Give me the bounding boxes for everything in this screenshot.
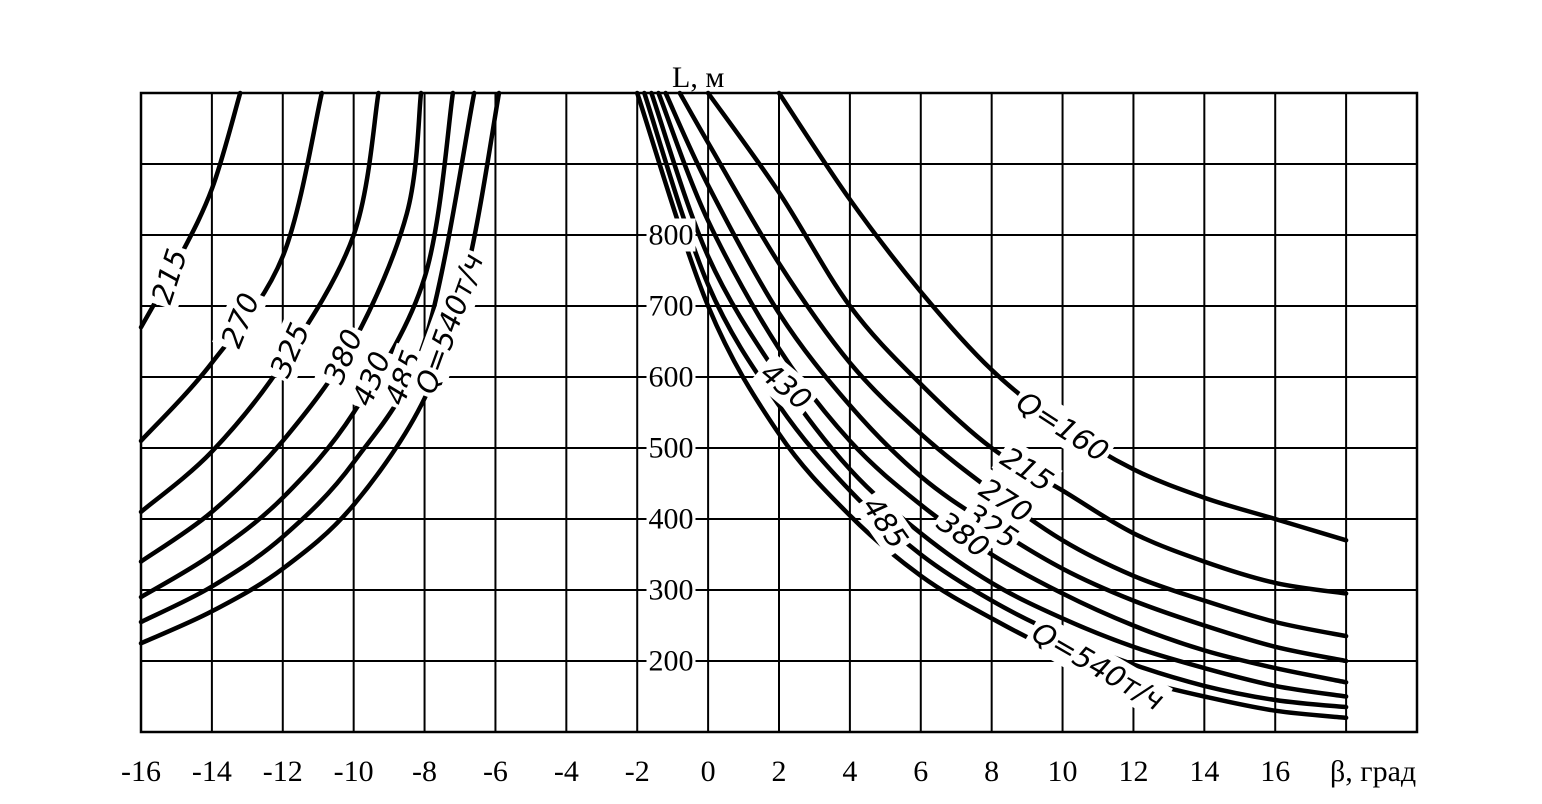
curve-label-bg	[927, 502, 999, 568]
x-tick-label: 2	[772, 755, 787, 788]
x-tick-label: -10	[334, 755, 374, 788]
y-tick-label-bg	[646, 573, 696, 607]
y-tick-labels: 200 300 400 500 600 700 800	[646, 218, 696, 678]
curve-label-bg	[852, 487, 918, 559]
x-tick-label: -16	[121, 755, 161, 788]
y-tick-label-bg	[646, 502, 696, 536]
y-tick-label: 400	[649, 503, 694, 536]
y-tick-label-bg	[646, 289, 696, 323]
curve-q-270-positive	[677, 90, 1349, 639]
x-tick-label: 16	[1260, 755, 1290, 788]
y-tick-label: 200	[649, 645, 694, 678]
curve-q-540-negative	[138, 90, 502, 646]
x-tick-label: -8	[412, 755, 437, 788]
curve-label: 215	[145, 245, 194, 308]
curve-label-bg	[956, 494, 1028, 559]
y-tick-label: 300	[649, 574, 694, 607]
curve-label-bg	[314, 321, 372, 392]
curve-label: 270	[214, 288, 266, 352]
x-tick-label: 12	[1118, 755, 1148, 788]
curve-q-540-positive	[634, 90, 1349, 721]
y-tick-label-bg	[646, 218, 696, 252]
x-tick-label: 4	[842, 755, 857, 788]
curves	[138, 90, 1349, 721]
x-tick-label: -2	[625, 755, 650, 788]
curve-q-485-positive	[642, 90, 1349, 710]
curve-label-bg	[142, 241, 196, 311]
y-tick-label-bg	[646, 360, 696, 394]
x-tick-labels: -16 -14 -12 -10 -8 -6 -4 -2 0 2 4 6 8 10 12 14 16	[121, 755, 1290, 788]
x-axis-label: β, град	[1330, 755, 1416, 788]
y-tick-label-bg	[646, 644, 696, 678]
curve-label-bg	[406, 246, 493, 402]
curve-label-bg	[751, 352, 822, 420]
y-tick-label: 800	[649, 219, 694, 252]
curve-label-bg	[1007, 382, 1118, 472]
y-tick-label-bg	[646, 431, 696, 465]
curve-label-bg	[970, 468, 1042, 533]
y-tick-label: 600	[649, 361, 694, 394]
plot-frame	[139, 91, 1419, 734]
x-tick-label: -14	[192, 755, 232, 788]
x-tick-label: 6	[913, 755, 928, 788]
y-tick-label: 500	[649, 432, 694, 465]
x-tick-label: 14	[1189, 755, 1219, 788]
x-tick-label: 0	[701, 755, 716, 788]
curve-q-215-positive	[705, 90, 1349, 596]
x-tick-label: -6	[483, 755, 508, 788]
x-tick-label: 10	[1048, 755, 1078, 788]
x-tick-label: -4	[554, 755, 579, 788]
y-tick-label: 700	[649, 290, 694, 323]
curve-label-bg	[1023, 612, 1173, 720]
y-axis-label: L, м	[672, 61, 724, 94]
curve-label-bg	[260, 314, 319, 386]
curve-q-430-negative	[138, 90, 456, 600]
x-tick-label: 8	[984, 755, 999, 788]
curve-q-325-positive	[663, 90, 1349, 664]
curve-label-bg	[343, 343, 400, 414]
curve-q-430-positive	[649, 90, 1349, 699]
x-tick-label: -12	[263, 755, 303, 788]
curve-q-485-negative	[138, 90, 477, 625]
curve-label-bg	[212, 285, 269, 356]
curve-label-bg	[991, 437, 1063, 502]
